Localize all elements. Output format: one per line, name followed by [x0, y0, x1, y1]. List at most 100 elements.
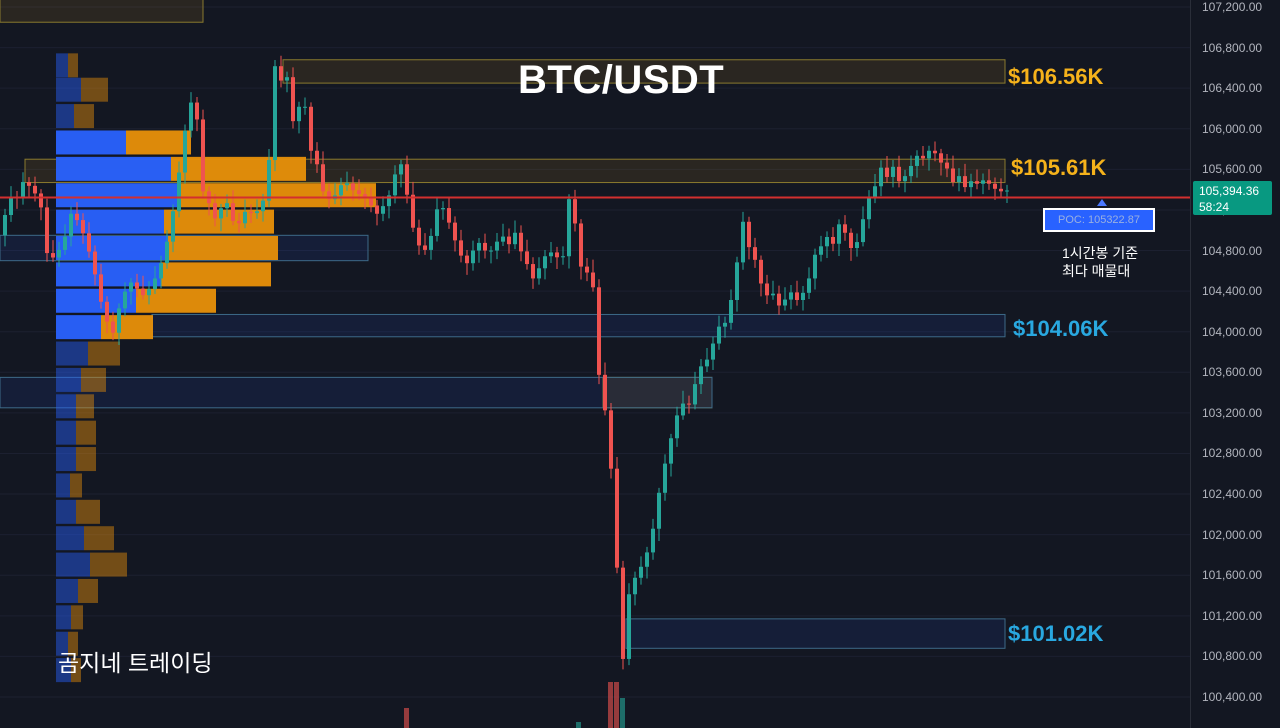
profile-buy-bar [56, 420, 76, 445]
candle-body [141, 288, 145, 296]
volume-bar [608, 682, 613, 728]
candle-body [615, 468, 619, 568]
candle-body [705, 359, 709, 367]
candle-body [3, 215, 7, 236]
candle-body [201, 119, 205, 192]
candle-body [747, 221, 751, 248]
candle-body [399, 164, 403, 175]
candle-body [537, 268, 541, 279]
candle-body [21, 182, 25, 198]
candle-body [237, 220, 241, 224]
profile-buy-bar [56, 394, 76, 419]
profile-buy-bar [56, 578, 78, 603]
candle-body [231, 203, 235, 221]
price-tick-label: 102,800.00 [1202, 446, 1263, 461]
grid-lines [0, 6, 1190, 698]
candle-body [633, 577, 637, 595]
profile-buy-bar [56, 183, 181, 208]
candle-body [87, 233, 91, 252]
candle-body [267, 160, 271, 201]
candle-body [825, 237, 829, 247]
profile-sell-bar [76, 499, 100, 524]
profile-buy-bar [56, 341, 88, 366]
candle-body [429, 235, 433, 250]
candle-body [993, 183, 997, 189]
candle-body [741, 221, 745, 263]
candle-body [819, 246, 823, 255]
candle-body [75, 213, 79, 221]
candle-body [657, 492, 661, 529]
candle-body [807, 278, 811, 293]
candle-body [255, 211, 259, 214]
candle-body [627, 594, 631, 659]
volume-bar [614, 682, 619, 728]
candle-body [795, 292, 799, 300]
candle-body [1005, 190, 1009, 192]
candle-body [135, 282, 139, 289]
candle-body [603, 374, 607, 411]
profile-sell-bar [76, 394, 94, 419]
candle-body [309, 106, 313, 151]
candle-body [501, 236, 505, 242]
volume-bars [404, 682, 625, 728]
price-tick-label: 106,400.00 [1202, 81, 1263, 96]
candle-body [729, 299, 733, 323]
candle-body [153, 278, 157, 290]
volume-bar [404, 708, 409, 728]
poc-pointer-icon [1097, 199, 1107, 206]
profile-buy-bar [56, 104, 74, 129]
note-timeframe: 1시간봉 기준 [1062, 245, 1139, 261]
volume-bar [576, 722, 581, 728]
candle-body [147, 289, 151, 296]
candle-body [441, 208, 445, 210]
candle-body [327, 191, 331, 200]
candle-body [867, 198, 871, 220]
candle-body [507, 236, 511, 245]
zone-demand [151, 313, 1006, 338]
profile-buy-bar [56, 447, 76, 472]
price-tick-label: 104,000.00 [1202, 324, 1263, 339]
candle-body [801, 292, 805, 300]
candle-body [981, 180, 985, 184]
candle-body [693, 384, 697, 405]
candle-body [957, 176, 961, 183]
candle-body [567, 199, 571, 257]
candle-body [531, 264, 535, 279]
profile-sell-bar [88, 341, 120, 366]
candle-body [303, 106, 307, 108]
profile-buy-bar [56, 262, 161, 287]
profile-sell-bar [168, 236, 278, 260]
candle-body [945, 162, 949, 169]
candle-body [717, 326, 721, 344]
poc-label: POC: 105322.87 [1043, 208, 1155, 232]
candle-body [99, 274, 103, 302]
candle-body [933, 150, 937, 154]
level-label-105-61k: $105.61K [1011, 155, 1107, 180]
candle-body [543, 256, 547, 269]
candle-body [927, 150, 931, 159]
candle-body [393, 174, 397, 196]
profile-buy-bar [56, 209, 164, 234]
profile-buy-bar [56, 367, 81, 392]
candle-body [381, 206, 385, 214]
candle-body [999, 188, 1003, 192]
candle-body [609, 410, 613, 469]
candle-body [891, 166, 895, 177]
profile-buy-bar [56, 552, 90, 577]
profile-sell-bar [74, 104, 94, 129]
candle-body [699, 366, 703, 385]
profile-buy-bar [56, 499, 76, 524]
candle-body [117, 308, 121, 333]
profile-sell-bar [76, 447, 96, 472]
profile-sell-bar [81, 367, 106, 392]
candle-body [771, 293, 775, 296]
candle-body [171, 211, 175, 242]
profile-buy-bar [56, 631, 68, 656]
candle-body [639, 566, 643, 578]
candle-body [915, 155, 919, 166]
candle-body [213, 203, 217, 219]
candle-body [495, 241, 499, 251]
price-tick-label: 107,200.00 [1202, 0, 1263, 14]
